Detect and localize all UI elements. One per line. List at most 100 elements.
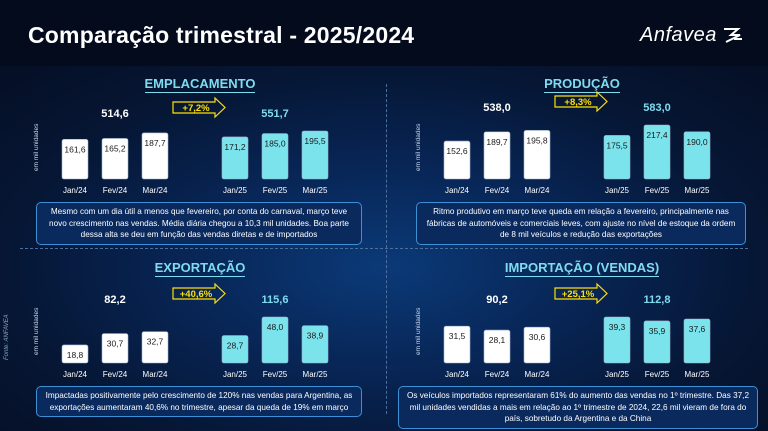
bar bbox=[603, 135, 631, 180]
panel-title: IMPORTAÇÃO (VENDAS) bbox=[504, 260, 660, 277]
data-label: 187,7 bbox=[144, 138, 166, 148]
bar bbox=[61, 139, 89, 180]
total-2024: 538,0 bbox=[483, 102, 511, 114]
chart-producao: em mil unidades 152,6 Jan/24 189,7 Fev/24 195… bbox=[415, 90, 711, 195]
panel-importacao: IMPORTAÇÃO (VENDAS) em mil unidades 31,5 J… bbox=[392, 260, 768, 430]
bar bbox=[523, 326, 551, 364]
total-2025: 583,0 bbox=[643, 102, 671, 114]
x-tick-label: Jan/24 bbox=[445, 370, 470, 379]
bar bbox=[61, 344, 89, 364]
y-axis-label: em mil unidades bbox=[33, 307, 40, 355]
data-label: 185,0 bbox=[264, 139, 286, 149]
x-tick-label: Jan/24 bbox=[63, 186, 88, 195]
x-tick-label: Fev/24 bbox=[485, 370, 510, 379]
anfavea-logo-icon bbox=[724, 28, 742, 43]
bar bbox=[443, 140, 471, 180]
bar bbox=[483, 329, 511, 364]
note-box: Ritmo produtivo em março teve queda em r… bbox=[416, 202, 746, 245]
x-tick-label: Fev/24 bbox=[103, 370, 128, 379]
x-tick-label: Fev/25 bbox=[263, 370, 288, 379]
data-label: 39,3 bbox=[609, 322, 626, 332]
chart-importacao: em mil unidades 31,5 Jan/24 28,1 Fev/24 30,6 M… bbox=[415, 282, 711, 379]
x-tick-label: Jan/24 bbox=[445, 186, 470, 195]
data-label: 30,7 bbox=[107, 339, 124, 349]
data-label: 35,9 bbox=[649, 326, 666, 336]
bar bbox=[101, 138, 129, 180]
x-tick-label: Fev/24 bbox=[103, 186, 128, 195]
data-label: 32,7 bbox=[147, 337, 164, 347]
bar bbox=[101, 333, 129, 364]
bar bbox=[221, 136, 249, 180]
panel-emplacamento: EMPLACAMENTO em mil unidades 161,6 Jan/24 1… bbox=[10, 76, 390, 246]
chart-emplacamento: em mil unidades 161,6 Jan/24 165,2 Fev/24 187… bbox=[33, 96, 329, 195]
change-badge: +25,1% bbox=[562, 289, 595, 300]
panel-exportacao: EXPORTAÇÃO em mil unidades 18,8 Jan/24 30,7… bbox=[10, 260, 390, 430]
bar bbox=[301, 130, 329, 180]
data-label: 171,2 bbox=[224, 142, 246, 152]
x-tick-label: Jan/24 bbox=[63, 370, 88, 379]
data-label: 48,0 bbox=[267, 322, 284, 332]
change-arrow-icon bbox=[554, 282, 608, 305]
data-label: 38,9 bbox=[307, 331, 324, 341]
bar bbox=[483, 131, 511, 180]
change-badge: +8,3% bbox=[564, 97, 592, 108]
x-tick-label: Fev/25 bbox=[645, 186, 670, 195]
x-tick-label: Fev/25 bbox=[263, 186, 288, 195]
x-tick-label: Jan/25 bbox=[223, 370, 248, 379]
chart-exportacao: em mil unidades 18,8 Jan/24 30,7 Fev/24 32,7 M… bbox=[33, 282, 329, 379]
total-2025: 551,7 bbox=[261, 108, 289, 120]
total-2024: 90,2 bbox=[486, 294, 507, 306]
data-label: 195,5 bbox=[304, 136, 326, 146]
data-label: 30,6 bbox=[529, 332, 546, 342]
x-tick-label: Mar/24 bbox=[525, 186, 550, 195]
y-axis-label: em mil unidades bbox=[415, 123, 422, 171]
bar bbox=[683, 318, 711, 364]
x-tick-label: Fev/24 bbox=[485, 186, 510, 195]
data-label: 217,4 bbox=[646, 130, 668, 140]
header-bar: Comparação trimestral - 2025/2024 Anfave… bbox=[0, 0, 768, 66]
data-label: 190,0 bbox=[686, 137, 708, 147]
data-label: 175,5 bbox=[606, 140, 628, 150]
data-label: 18,8 bbox=[67, 350, 84, 360]
x-tick-label: Mar/25 bbox=[303, 186, 328, 195]
x-tick-label: Mar/24 bbox=[143, 186, 168, 195]
brand-logo: Anfavea bbox=[640, 24, 717, 46]
change-arrow-icon bbox=[172, 96, 226, 119]
panel-producao: PRODUÇÃO em mil unidades 152,6 Jan/24 189,7… bbox=[392, 76, 768, 246]
y-axis-label: em mil unidades bbox=[33, 123, 40, 171]
data-label: 31,5 bbox=[449, 331, 466, 341]
change-badge: +7,2% bbox=[182, 103, 210, 114]
bar bbox=[683, 131, 711, 180]
panel-title: EMPLACAMENTO bbox=[144, 76, 256, 93]
page-title: Comparação trimestral - 2025/2024 bbox=[28, 22, 415, 48]
bar bbox=[141, 132, 169, 180]
x-tick-label: Mar/25 bbox=[685, 370, 710, 379]
data-label: 189,7 bbox=[486, 137, 508, 147]
total-2024: 82,2 bbox=[104, 294, 125, 306]
bar bbox=[643, 320, 671, 364]
data-label: 161,6 bbox=[64, 144, 86, 154]
change-badge: +40,6% bbox=[180, 289, 213, 300]
x-tick-label: Mar/25 bbox=[685, 186, 710, 195]
total-2025: 115,6 bbox=[262, 294, 289, 306]
data-label: 165,2 bbox=[104, 143, 126, 153]
panel-title: EXPORTAÇÃO bbox=[154, 260, 246, 277]
x-tick-label: Mar/24 bbox=[143, 370, 168, 379]
bar bbox=[643, 124, 671, 180]
change-arrow-icon bbox=[554, 90, 608, 113]
x-tick-label: Mar/24 bbox=[525, 370, 550, 379]
x-tick-label: Jan/25 bbox=[223, 186, 248, 195]
horizontal-divider bbox=[20, 248, 748, 249]
bar bbox=[603, 316, 631, 364]
bar bbox=[523, 130, 551, 180]
x-tick-label: Mar/25 bbox=[303, 370, 328, 379]
data-label: 28,7 bbox=[227, 340, 244, 350]
bar bbox=[141, 331, 169, 364]
data-label: 152,6 bbox=[446, 146, 468, 156]
total-2025: 112,8 bbox=[644, 294, 671, 306]
bar bbox=[443, 325, 471, 364]
data-label: 195,8 bbox=[526, 135, 548, 145]
x-tick-label: Jan/25 bbox=[605, 370, 630, 379]
y-axis-label: em mil unidades bbox=[415, 307, 422, 355]
bar bbox=[221, 335, 249, 364]
